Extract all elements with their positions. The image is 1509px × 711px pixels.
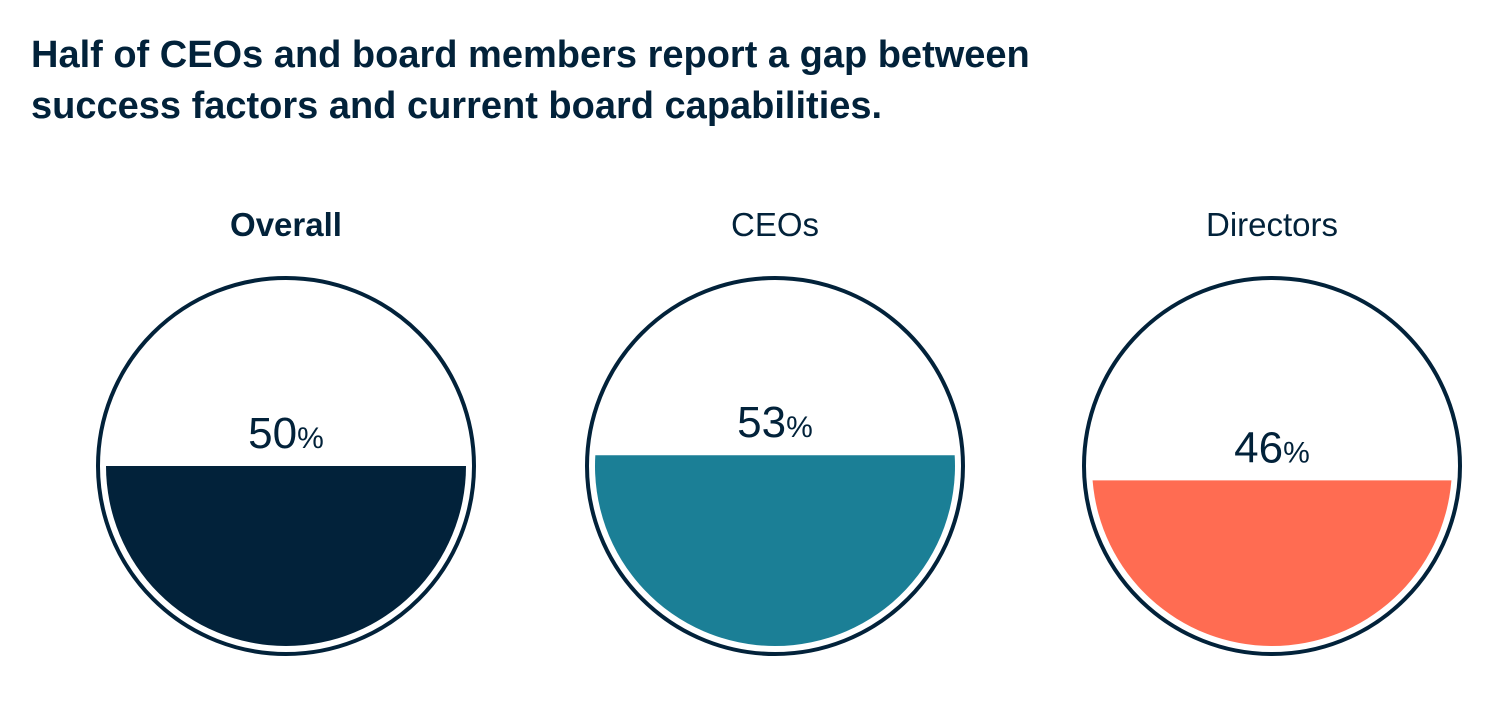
- gauge-value-number-ceos: 53: [737, 398, 786, 447]
- gauge-value-directors: 46%: [1234, 423, 1310, 472]
- chart-title-line-1: Half of CEOs and board members report a …: [31, 34, 1030, 76]
- gauge-fill-overall: [106, 466, 466, 646]
- gauge-directors: Directors 46%: [1062, 195, 1482, 675]
- gauge-ceos: CEOs 53%: [565, 195, 985, 675]
- gauge-fill-ceos: [595, 455, 955, 646]
- gauge-value-unit-overall: %: [297, 422, 324, 455]
- gauge-value-number-overall: 50: [248, 409, 297, 458]
- gauge-circle-ceos: 53%: [585, 276, 965, 656]
- gauge-value-unit-ceos: %: [786, 411, 813, 444]
- gauge-value-ceos: 53%: [737, 398, 813, 447]
- gauge-overall: Overall 50%: [76, 195, 496, 675]
- gauge-value-number-directors: 46: [1234, 423, 1283, 472]
- gauge-label-directors: Directors: [1205, 206, 1339, 243]
- chart-title: Half of CEOs and board members report a …: [31, 30, 1331, 132]
- gauge-label-overall: Overall: [230, 206, 342, 243]
- gauge-circle-directors: 46%: [1082, 276, 1462, 656]
- gauge-value-overall: 50%: [248, 409, 324, 458]
- gauge-label-ceos: CEOs: [730, 206, 819, 243]
- gauge-fill-directors: [1092, 480, 1452, 646]
- chart-title-line-2: success factors and current board capabi…: [31, 85, 883, 127]
- gauge-circle-overall: 50%: [96, 276, 476, 656]
- gauge-value-unit-directors: %: [1283, 436, 1310, 469]
